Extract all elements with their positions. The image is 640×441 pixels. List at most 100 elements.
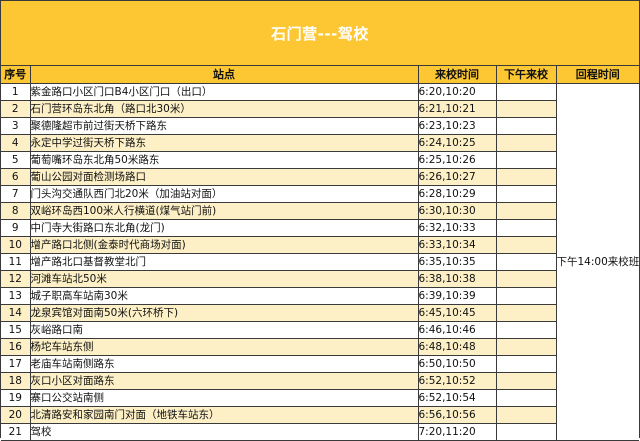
arrival-time: 6:28,10:29	[417, 185, 497, 203]
table-row: 12 河滩车站北50米 6:38,10:38	[1, 270, 639, 288]
stop-name: 门头沟交通队西门北20米（加油站对面）	[29, 185, 419, 203]
row-number: 13	[1, 287, 31, 305]
afternoon-cell	[495, 355, 556, 373]
stop-name: 灰峪路口南	[29, 321, 419, 339]
afternoon-cell	[495, 423, 556, 441]
stop-name: 增产路北口基督教堂北门	[29, 253, 419, 271]
arrival-time: 6:24,10:25	[417, 134, 497, 152]
row-number: 10	[1, 236, 31, 254]
afternoon-cell	[495, 253, 556, 271]
row-number: 16	[1, 338, 31, 356]
table-row: 19 寨口公交站南侧 6:52,10:54	[1, 389, 639, 407]
table-row: 16 杨坨车站东侧 6:48,10:48	[1, 338, 639, 356]
arrival-time: 6:45,10:45	[417, 304, 497, 322]
stop-name: 双峪环岛西100米人行横道(煤气站门前)	[29, 202, 419, 220]
row-number: 15	[1, 321, 31, 339]
table-row: 14 龙泉宾馆对面南50米(六环桥下) 6:45,10:45	[1, 304, 639, 322]
table-row: 21 驾校 7:20,11:20	[1, 423, 639, 441]
arrival-time: 6:20,10:20	[417, 83, 497, 101]
stop-name: 老庙车站南侧路东	[29, 355, 419, 373]
stop-name: 寨口公交站南侧	[29, 389, 419, 407]
row-number: 8	[1, 202, 31, 220]
row-number: 19	[1, 389, 31, 407]
return-time-note: 下午14:00来校班次根据训练模式调整,请及时关注海淀驾校通知和APP信息回程时…	[555, 83, 639, 441]
table-row: 10 增产路口北侧(金泰时代商场对面) 6:33,10:34	[1, 236, 639, 254]
table-row: 4 永定中学过街天桥下路东 6:24,10:25	[1, 134, 639, 152]
stop-name: 河滩车站北50米	[29, 270, 419, 288]
afternoon-cell	[495, 202, 556, 220]
table-row: 13 城子职高车站南30米 6:39,10:39	[1, 287, 639, 305]
row-number: 6	[1, 168, 31, 186]
table-row: 6 葡山公园对面检测场路口 6:26,10:27	[1, 168, 639, 186]
row-number: 20	[1, 406, 31, 424]
arrival-time: 6:23,10:23	[417, 117, 497, 135]
afternoon-cell	[495, 287, 556, 305]
afternoon-cell	[495, 168, 556, 186]
stop-name: 灰口小区对面路东	[29, 372, 419, 390]
table-row: 15 灰峪路口南 6:46,10:46	[1, 321, 639, 339]
row-number: 9	[1, 219, 31, 237]
table-row: 7 门头沟交通队西门北20米（加油站对面） 6:28,10:29	[1, 185, 639, 203]
table-row: 18 灰口小区对面路东 6:52,10:52	[1, 372, 639, 390]
afternoon-cell	[495, 372, 556, 390]
header-row: 序号 站点 来校时间 下午来校 回程时间	[1, 66, 639, 84]
arrival-time: 6:30,10:30	[417, 202, 497, 220]
afternoon-cell	[495, 219, 556, 237]
arrival-time: 6:52,10:52	[417, 372, 497, 390]
afternoon-cell	[495, 134, 556, 152]
row-number: 11	[1, 253, 31, 271]
stop-name: 中门寺大街路口东北角(龙门)	[29, 219, 419, 237]
stop-name: 龙泉宾馆对面南50米(六环桥下)	[29, 304, 419, 322]
arrival-time: 6:50,10:50	[417, 355, 497, 373]
afternoon-cell	[495, 338, 556, 356]
row-number: 2	[1, 100, 31, 118]
page-title: 石门营---驾校	[271, 24, 369, 43]
stop-name: 聚德隆超市前过街天桥下路东	[29, 117, 419, 135]
stop-name: 北清路安和家园南门对面（地铁车站东）	[29, 406, 419, 424]
stop-name: 石门营环岛东北角（路口北30米）	[29, 100, 419, 118]
title-bar: 石门营---驾校	[1, 1, 639, 66]
afternoon-cell	[495, 151, 556, 169]
arrival-time: 6:21,10:21	[417, 100, 497, 118]
afternoon-cell	[495, 270, 556, 288]
row-number: 7	[1, 185, 31, 203]
afternoon-cell	[495, 304, 556, 322]
stop-name: 葡萄嘴环岛东北角50米路东	[29, 151, 419, 169]
row-number: 1	[1, 83, 31, 101]
header-morning: 来校时间	[417, 66, 497, 84]
stop-name: 葡山公园对面检测场路口	[29, 168, 419, 186]
row-number: 5	[1, 151, 31, 169]
afternoon-cell	[495, 117, 556, 135]
arrival-time: 6:32,10:33	[417, 219, 497, 237]
arrival-time: 6:39,10:39	[417, 287, 497, 305]
arrival-time: 6:56,10:56	[417, 406, 497, 424]
table-row: 5 葡萄嘴环岛东北角50米路东 6:25,10:26	[1, 151, 639, 169]
arrival-time: 6:33,10:34	[417, 236, 497, 254]
table-row: 2 石门营环岛东北角（路口北30米） 6:21,10:21	[1, 100, 639, 118]
afternoon-cell	[495, 236, 556, 254]
arrival-time: 7:20,11:20	[417, 423, 497, 441]
header-stop: 站点	[29, 66, 419, 84]
header-return: 回程时间	[555, 66, 639, 84]
row-number: 18	[1, 372, 31, 390]
afternoon-cell	[495, 389, 556, 407]
schedule-table: 序号 站点 来校时间 下午来校 回程时间 1 紫金路口小区门口B4小区门口（出口）…	[1, 66, 639, 441]
afternoon-cell	[495, 83, 557, 101]
stop-name: 增产路口北侧(金泰时代商场对面)	[29, 236, 419, 254]
row-number: 3	[1, 117, 31, 135]
stop-name: 紫金路口小区门口B4小区门口（出口）	[29, 83, 419, 101]
arrival-time: 6:48,10:48	[417, 338, 497, 356]
header-no: 序号	[1, 66, 31, 84]
row-number: 12	[1, 270, 31, 288]
stop-name: 城子职高车站南30米	[29, 287, 419, 305]
afternoon-cell	[495, 185, 556, 203]
stop-name: 永定中学过街天桥下路东	[29, 134, 419, 152]
stop-name: 杨坨车站东侧	[29, 338, 419, 356]
row-number: 4	[1, 134, 31, 152]
row-number: 14	[1, 304, 31, 322]
row-number: 17	[1, 355, 31, 373]
arrival-time: 6:46,10:46	[417, 321, 497, 339]
afternoon-cell	[495, 100, 556, 118]
